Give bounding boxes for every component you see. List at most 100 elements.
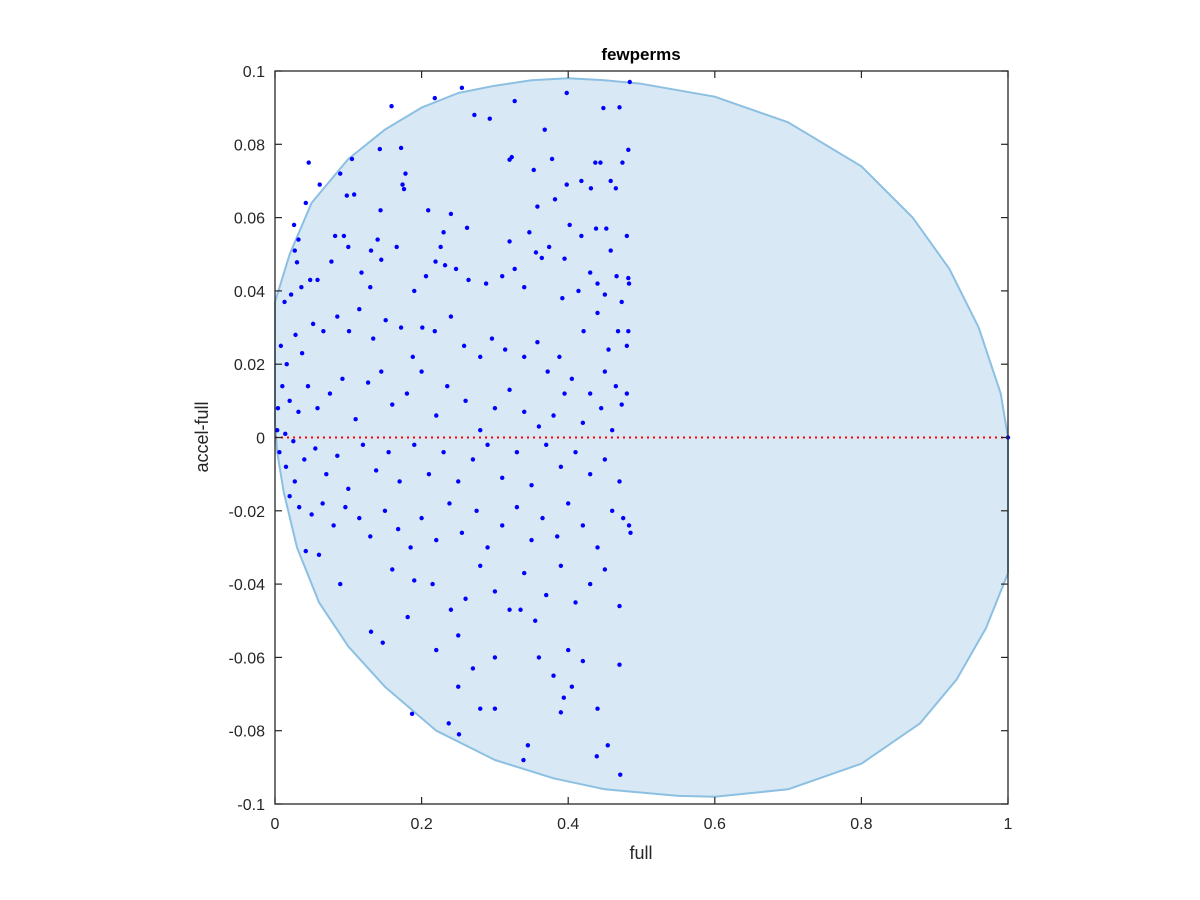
data-point	[459, 85, 465, 91]
data-point	[346, 329, 352, 334]
data-point	[408, 545, 413, 550]
data-point	[434, 647, 439, 653]
data-point	[478, 354, 483, 360]
x-tick-label: 0	[271, 816, 280, 833]
data-point	[587, 270, 593, 275]
data-point	[335, 453, 340, 459]
data-point	[602, 292, 608, 297]
data-point	[306, 160, 311, 165]
data-point	[453, 266, 459, 272]
data-point	[470, 666, 476, 671]
data-point	[357, 515, 362, 521]
data-point	[303, 548, 308, 554]
data-point	[426, 471, 432, 477]
x-tick-label: 0.6	[704, 816, 726, 833]
data-point	[432, 329, 437, 334]
data-point	[580, 420, 586, 426]
data-point	[624, 233, 630, 239]
data-point	[514, 504, 520, 510]
data-point	[536, 424, 542, 429]
data-point	[423, 274, 429, 279]
data-point	[309, 512, 314, 517]
data-point	[620, 515, 626, 521]
data-point	[529, 482, 534, 488]
data-point	[489, 336, 495, 341]
data-point	[463, 596, 468, 601]
data-point	[412, 442, 417, 448]
data-point	[602, 457, 608, 462]
data-point	[485, 545, 490, 550]
data-point	[344, 193, 350, 198]
data-point	[420, 325, 425, 330]
data-point	[317, 182, 322, 187]
data-point	[346, 486, 351, 492]
data-point	[377, 146, 383, 152]
data-point	[483, 281, 489, 286]
x-axis-ticks: 0 0.2 0.4 0.6 0.8 1	[271, 71, 1013, 833]
data-point	[419, 369, 424, 374]
data-point	[470, 457, 476, 462]
data-point	[400, 182, 405, 187]
data-point	[617, 662, 622, 667]
data-point	[448, 607, 454, 612]
data-point	[474, 508, 479, 513]
data-point	[299, 351, 305, 356]
data-point	[579, 178, 584, 184]
data-point	[617, 105, 622, 110]
data-point	[338, 581, 343, 587]
data-point	[619, 299, 624, 305]
data-point	[613, 383, 619, 389]
data-point	[492, 655, 498, 660]
data-point	[587, 471, 593, 477]
x-axis-label: full	[629, 843, 652, 863]
data-point	[448, 211, 454, 217]
data-point	[492, 589, 498, 594]
data-point	[278, 343, 284, 349]
data-point	[327, 391, 333, 396]
data-point	[500, 274, 505, 279]
data-point	[569, 684, 575, 689]
data-point	[375, 237, 380, 242]
x-tick-label: 0.8	[850, 816, 872, 833]
data-point	[346, 244, 351, 250]
data-point	[438, 244, 443, 250]
data-point	[595, 310, 600, 316]
data-point	[378, 208, 383, 213]
data-point	[446, 721, 451, 726]
data-point	[277, 449, 282, 455]
data-point	[580, 658, 586, 664]
data-point	[368, 629, 374, 634]
data-point	[456, 479, 461, 484]
data-point	[618, 772, 623, 777]
data-point	[566, 501, 571, 506]
data-point	[522, 354, 527, 360]
data-point	[551, 413, 556, 418]
data-point	[601, 105, 606, 111]
data-point	[512, 266, 517, 272]
data-point	[456, 684, 461, 689]
data-point	[598, 405, 604, 411]
data-point	[593, 226, 599, 231]
data-point	[287, 493, 292, 499]
data-point	[412, 288, 417, 294]
data-point	[606, 347, 611, 352]
data-point	[379, 257, 384, 262]
data-point	[357, 307, 362, 312]
data-point	[316, 552, 322, 557]
data-point	[542, 127, 547, 132]
data-point	[620, 160, 625, 165]
data-point	[456, 633, 461, 638]
data-point	[386, 449, 391, 455]
data-point	[614, 274, 619, 279]
data-point	[595, 545, 600, 550]
data-point	[580, 523, 586, 528]
data-point	[558, 563, 564, 568]
data-point	[410, 354, 416, 360]
data-point	[567, 222, 572, 228]
data-point	[291, 438, 296, 444]
y-tick-label: -0.08	[229, 724, 266, 741]
data-point	[434, 413, 439, 418]
data-point	[288, 292, 294, 297]
data-point	[305, 383, 311, 389]
